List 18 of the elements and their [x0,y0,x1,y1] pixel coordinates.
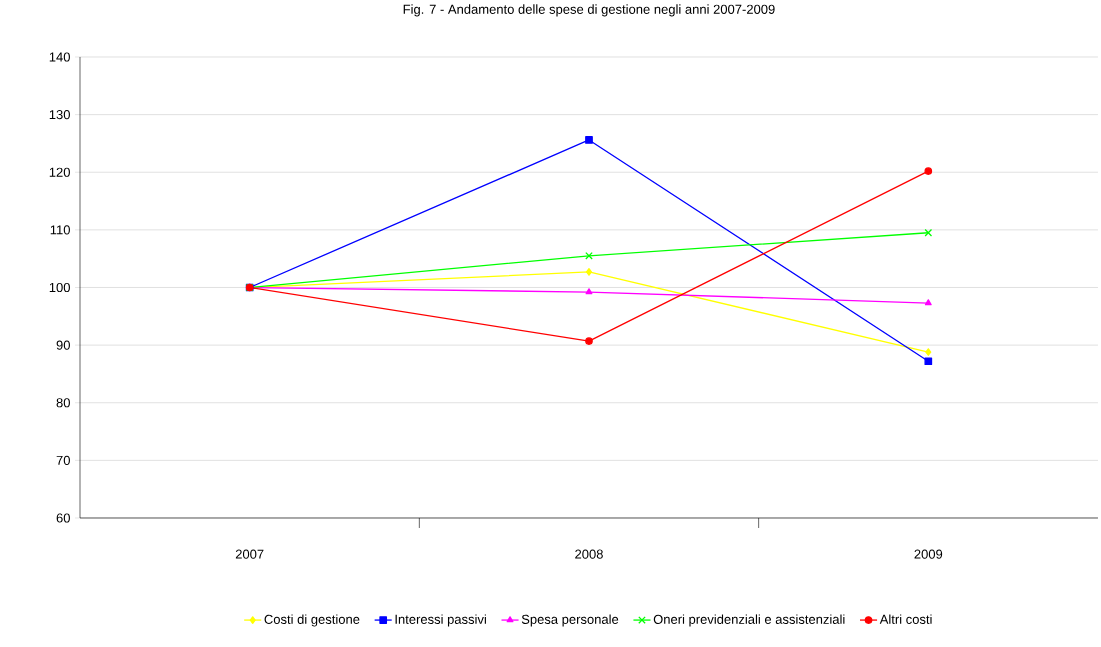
y-tick-label: 130 [49,110,70,120]
y-tick-label: 110 [50,225,70,235]
legend-label: Oneri previdenziali e assistenziali [653,614,845,627]
y-tick-label: 140 [49,52,70,62]
x-tick-label: 2008 [575,549,603,559]
x-tick-label: 2009 [914,549,943,559]
y-tick-label: 80 [56,398,70,408]
legend-label: Interessi passivi [395,614,486,627]
y-tick-label: 70 [56,455,70,465]
legend-label: Costi di gestione [264,614,360,627]
y-tick-label: 120 [49,167,70,177]
chart-title: Fig. 7 - Andamento delle spese di gestione negli anni 2007-2009 [403,4,775,17]
legend-label: Spesa personale [521,614,619,627]
y-tick-label: 100 [49,282,70,293]
legend-label: Altri costi [879,614,932,624]
x-tick-label: 2007 [235,549,264,559]
y-tick-label: 60 [56,513,70,523]
y-tick-label: 90 [56,340,70,350]
